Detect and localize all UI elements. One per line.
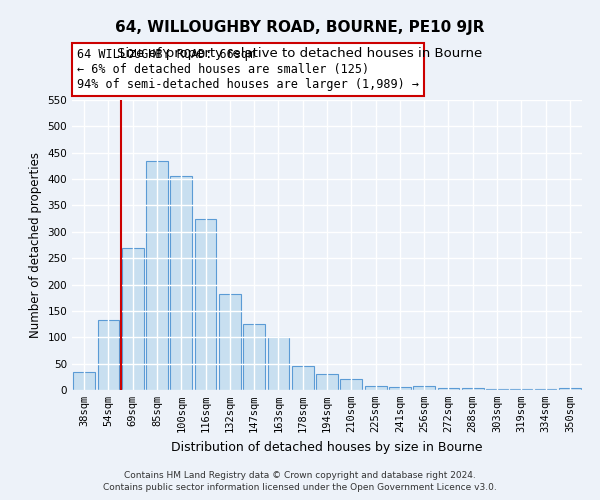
Bar (268, 338, 289, 390)
Bar (365, 386, 386, 390)
X-axis label: Distribution of detached houses by size in Bourne: Distribution of detached houses by size … (171, 440, 483, 454)
Y-axis label: Number of detached properties: Number of detached properties (29, 152, 42, 338)
Bar (486, 389, 508, 390)
Bar (535, 389, 556, 390)
Bar (146, 160, 168, 390)
Bar (122, 248, 143, 390)
Bar (340, 380, 362, 390)
Bar (219, 294, 241, 390)
Bar (292, 366, 314, 390)
Bar (316, 374, 338, 390)
Text: 64, WILLOUGHBY ROAD, BOURNE, PE10 9JR: 64, WILLOUGHBY ROAD, BOURNE, PE10 9JR (115, 20, 485, 35)
Bar (97, 320, 119, 390)
Bar (389, 388, 411, 390)
Bar (559, 388, 581, 390)
Bar (462, 388, 484, 390)
Bar (511, 389, 532, 390)
Bar (437, 388, 460, 390)
Text: 64 WILLOUGHBY ROAD: 66sqm
← 6% of detached houses are smaller (125)
94% of semi-: 64 WILLOUGHBY ROAD: 66sqm ← 6% of detach… (77, 48, 419, 91)
Text: Contains HM Land Registry data © Crown copyright and database right 2024.: Contains HM Land Registry data © Crown c… (124, 471, 476, 480)
Bar (73, 372, 95, 390)
Bar (413, 386, 435, 390)
Bar (194, 218, 217, 390)
Bar (170, 176, 192, 390)
Text: Contains public sector information licensed under the Open Government Licence v3: Contains public sector information licen… (103, 484, 497, 492)
Bar (243, 324, 265, 390)
Text: Size of property relative to detached houses in Bourne: Size of property relative to detached ho… (118, 48, 482, 60)
